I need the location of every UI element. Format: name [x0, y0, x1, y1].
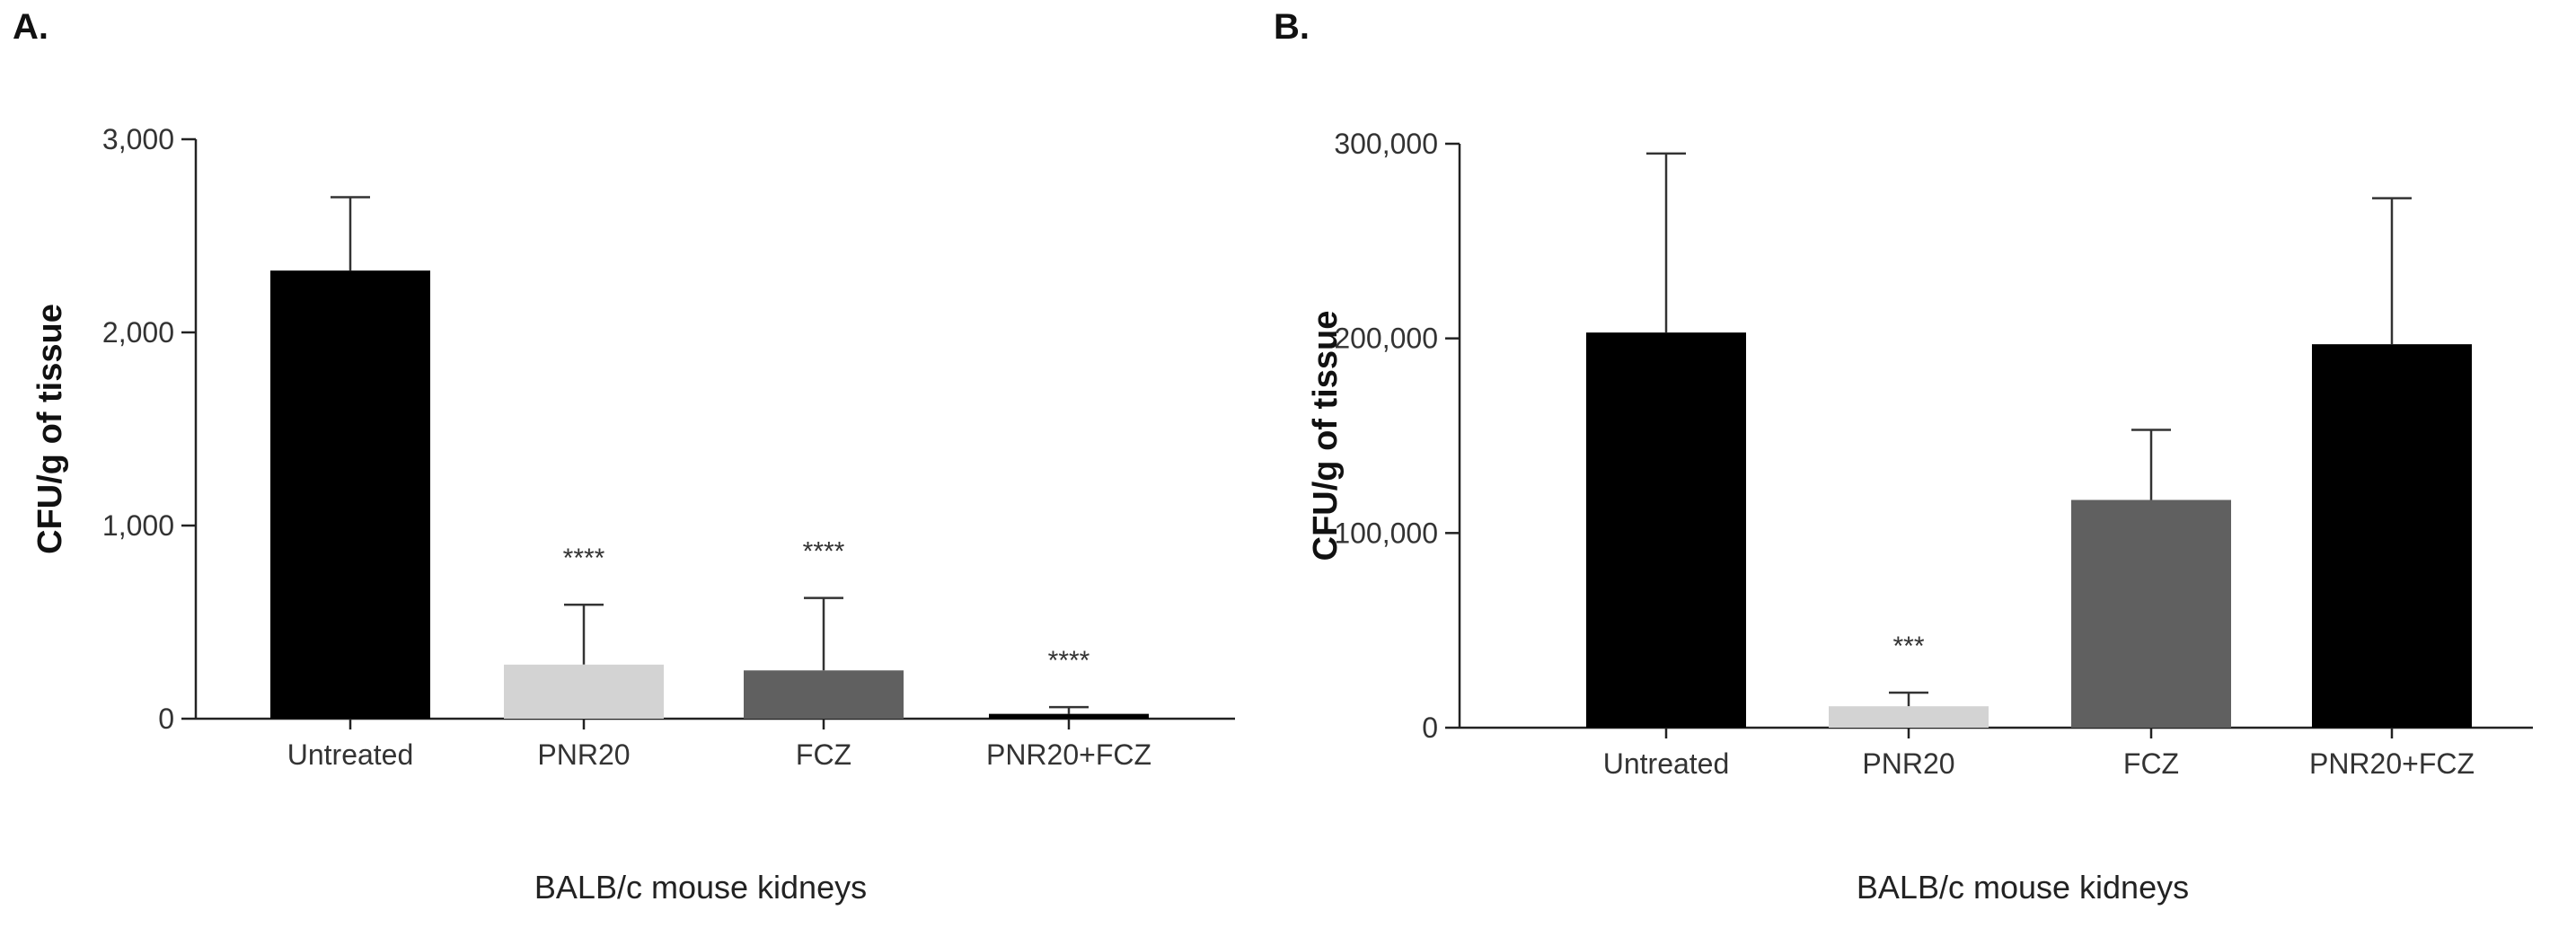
significance-label: **** [563, 544, 605, 573]
panel-b-label: B. [1274, 7, 1310, 47]
y-axis-title: CFU/g of tissue [31, 304, 69, 554]
x-axis-title: BALB/c mouse kidneys [1857, 869, 2189, 906]
x-tick-label: Untreated [287, 738, 414, 771]
bar-fcz [744, 670, 904, 719]
x-tick-label: PNR20+FCZ [2309, 747, 2475, 780]
bar-pnr20 [1829, 706, 1989, 728]
significance-label: **** [803, 537, 845, 567]
bar-untreated [270, 270, 430, 719]
x-tick-label: FCZ [796, 738, 851, 771]
x-axis-title: BALB/c mouse kidneys [534, 869, 867, 906]
y-tick-label: 1,000 [102, 509, 174, 542]
significance-label: *** [1892, 632, 1924, 661]
bar-pnr20-fcz [989, 713, 1149, 719]
bar-fcz [2071, 499, 2231, 728]
x-tick-label: PNR20+FCZ [986, 738, 1151, 771]
x-tick-label: PNR20 [537, 738, 630, 771]
y-tick-label: 200,000 [1334, 323, 1438, 355]
x-tick-label: Untreated [1603, 747, 1730, 780]
chart-panel-a: 0 1,000 2,000 3,000 Untreated PNR20 **** FCZ ***… [31, 123, 1235, 906]
bar-pnr20-fcz [2312, 344, 2472, 728]
significance-label: **** [1048, 646, 1090, 676]
panel-a-label: A. [13, 7, 49, 47]
y-tick-label: 0 [158, 703, 174, 735]
y-tick-label: 2,000 [102, 316, 174, 349]
y-tick-label: 100,000 [1334, 517, 1438, 549]
y-tick-label: 0 [1422, 712, 1438, 744]
bar-pnr20 [504, 664, 664, 719]
y-axis-title: CFU/g of tissue [1307, 311, 1345, 561]
y-tick-label: 3,000 [102, 123, 174, 155]
y-tick-label: 300,000 [1334, 128, 1438, 160]
chart-panel-b: 0 100,000 200,000 300,000 Untreated PNR20 *** F… [1307, 128, 2533, 906]
x-tick-label: PNR20 [1862, 747, 1954, 780]
x-tick-label: FCZ [2123, 747, 2179, 780]
bar-untreated [1586, 332, 1746, 728]
